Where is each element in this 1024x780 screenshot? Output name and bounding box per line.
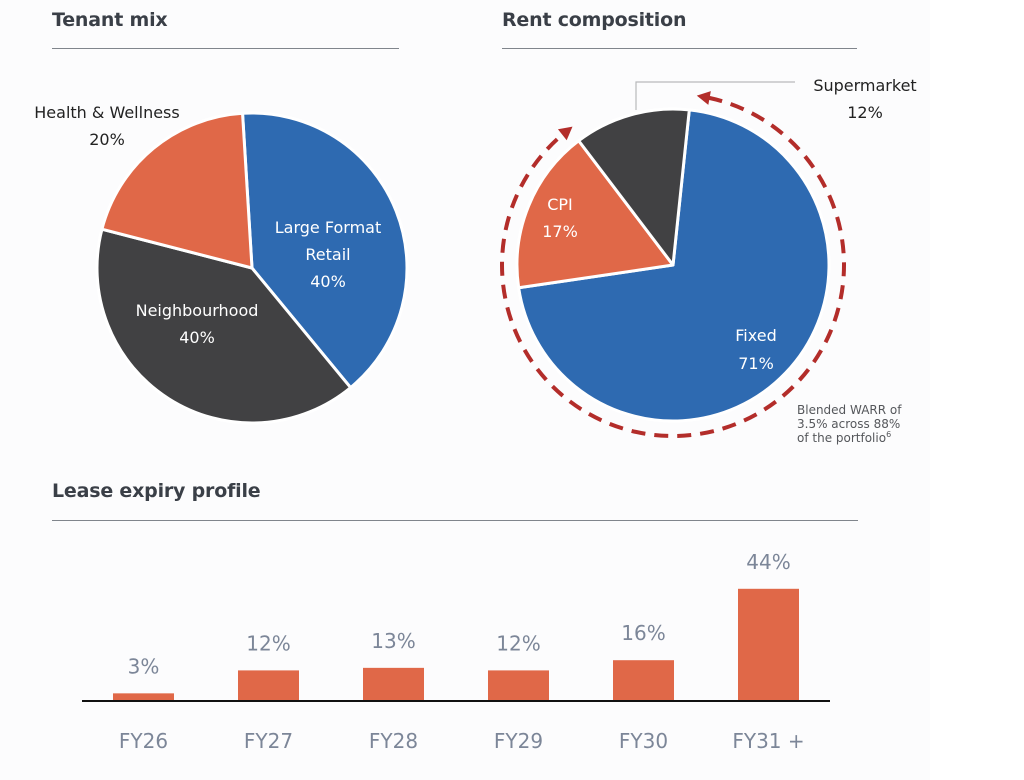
bar-value-label: 12% [246, 631, 290, 655]
warr-note-superscript: 6 [886, 430, 891, 439]
bar-category-label: FY26 [119, 729, 168, 753]
rent-dashed-ring [500, 91, 846, 438]
label-neighbourhood-line: Neighbourhood [136, 301, 259, 320]
lease-expiry-title: Lease expiry profile [52, 480, 261, 502]
bar-category-label: FY30 [619, 729, 668, 753]
label-health-wellness: Health & Wellness 20% [34, 103, 179, 149]
rent-slice-cpi [515, 139, 675, 290]
bar-fy27 [238, 670, 299, 701]
warr-note-line-2: 3.5% across 88% [797, 417, 900, 431]
bar-value-label: 3% [128, 654, 160, 678]
tenant-mix-title: Tenant mix [52, 9, 168, 31]
label-fixed-line: Fixed [735, 326, 776, 345]
warr-note-line-3: of the portfolio6 [797, 430, 891, 445]
warr-note-line-1: Blended WARR of [797, 403, 902, 417]
label-neighbourhood: Neighbourhood 40% [136, 301, 259, 347]
supermarket-leader-line [635, 81, 795, 110]
label-supermarket-value: 12% [847, 103, 883, 122]
bar-value-label: 13% [371, 629, 415, 653]
rent-composition-title: Rent composition [502, 9, 687, 31]
rent-composition-labels: Fixed 71% CPI 17% Supermarket 12% [542, 76, 916, 373]
ring-arrow-left-icon [557, 126, 573, 141]
rent-dashed-arc [500, 95, 846, 438]
bar-fy31 [738, 588, 799, 701]
label-cpi: CPI 17% [542, 195, 578, 241]
label-supermarket: Supermarket 12% [813, 76, 916, 122]
bar-value-label: 12% [496, 631, 540, 655]
label-health-wellness-value: 20% [89, 130, 125, 149]
rent-composition-pie [515, 107, 831, 423]
bar-fy30 [613, 660, 674, 701]
label-cpi-line: CPI [547, 195, 573, 214]
bar-value-label: 16% [621, 621, 665, 645]
tenant-mix-rule [52, 48, 399, 49]
bar-fy26 [113, 693, 174, 701]
tenant-slice-large-format-retail [241, 111, 409, 390]
label-supermarket-line: Supermarket [813, 76, 916, 95]
tenant-mix-labels: Large Format Retail 40% Neighbourhood 40% Hea… [34, 103, 381, 347]
ring-arrow-top-icon [696, 91, 711, 105]
label-large-format-retail-line: Retail [305, 245, 350, 264]
tenant-mix-pie [95, 111, 409, 425]
warr-note-line-3-text: of the portfolio [797, 431, 886, 445]
label-large-format-retail-line: Large Format [275, 218, 381, 237]
bar-category-label: FY27 [244, 729, 293, 753]
lease-expiry-rule [52, 520, 858, 521]
tenant-slice-health-wellness [100, 111, 254, 270]
label-fixed: Fixed 71% [735, 326, 776, 373]
bar-fy29 [488, 670, 549, 701]
label-fixed-value: 71% [738, 354, 774, 373]
lease-expiry-bars: 3% FY26 12% FY27 13% FY28 12% FY29 16% FY30 44% FY3… [113, 550, 805, 753]
label-health-wellness-line: Health & Wellness [34, 103, 179, 122]
label-large-format-retail-value: 40% [310, 272, 346, 291]
bar-category-label: FY28 [369, 729, 418, 753]
rent-slice-supermarket [577, 107, 691, 267]
tenant-slice-neighbourhood [95, 227, 353, 425]
bar-category-label: FY29 [494, 729, 543, 753]
bar-category-label: FY31 + [732, 729, 804, 753]
label-neighbourhood-value: 40% [179, 328, 215, 347]
label-large-format-retail: Large Format Retail 40% [275, 218, 381, 291]
rent-composition-rule [502, 48, 857, 49]
label-cpi-value: 17% [542, 222, 578, 241]
bar-fy28 [363, 667, 424, 701]
bar-value-label: 44% [746, 550, 790, 574]
